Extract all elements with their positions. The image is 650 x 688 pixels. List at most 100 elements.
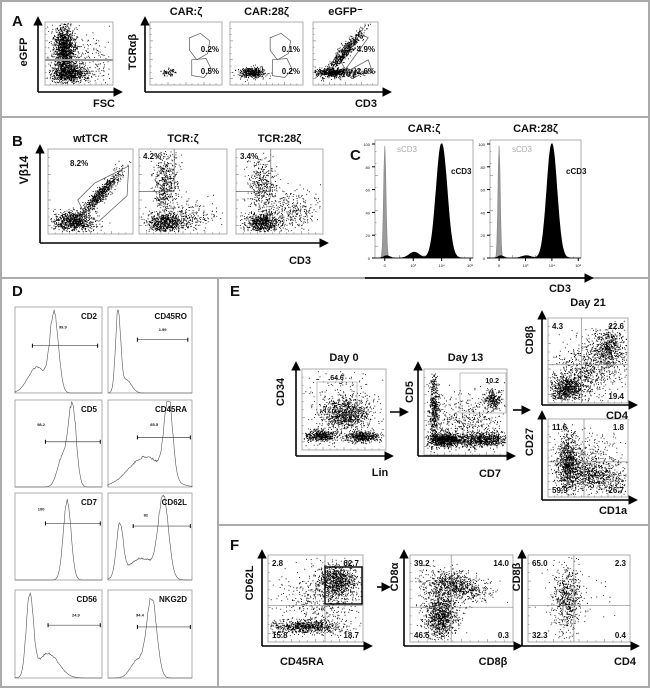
legend-label-ccd3: cCD3 xyxy=(566,167,587,176)
axis-ticks xyxy=(230,28,298,85)
y-tick-label: 80 xyxy=(366,165,371,170)
gate-value: 10.2 xyxy=(485,378,499,385)
y-tick-label: 0 xyxy=(483,256,486,261)
quadrant-value-ll: 59.9 xyxy=(552,486,568,495)
gate-percentage: 0.2% xyxy=(282,67,300,76)
marker-label: CD45RA xyxy=(155,405,187,414)
event-cluster xyxy=(550,372,592,402)
quadrant-value-lr: 18.7 xyxy=(343,631,359,640)
gate-value: 64.6 xyxy=(330,375,344,382)
gate-lower xyxy=(271,58,293,78)
quadrant-value-lr: 19.4 xyxy=(608,392,624,401)
plot-title: Day 0 xyxy=(329,352,358,364)
event-cluster xyxy=(583,324,627,378)
plot-vb14-cd3 xyxy=(47,148,134,235)
gate-percentage: 8.2% xyxy=(70,159,88,168)
histogram-frame xyxy=(14,306,103,394)
event-cluster xyxy=(303,426,348,446)
axis-ticks xyxy=(424,377,501,455)
plot-title: CAR:ζ xyxy=(170,6,203,18)
gate-value: 82 xyxy=(144,512,149,517)
plot-tcrab-cd3 xyxy=(149,21,223,86)
y-axis-label: CD27 xyxy=(524,428,536,456)
x-tick-label: 0 xyxy=(498,263,501,268)
histogram-frame xyxy=(107,589,193,679)
panel-letter: A xyxy=(12,13,23,30)
marker-label: NKG2D xyxy=(159,595,187,604)
gate-rect xyxy=(316,381,358,415)
plot-title: CAR:28ζ xyxy=(513,123,558,135)
event-cluster xyxy=(46,23,81,84)
x-axis-label: CD1a xyxy=(599,505,628,517)
marker-label: CD62L xyxy=(162,498,187,507)
histogram-frame xyxy=(14,492,103,581)
panel-letter: D xyxy=(12,283,23,300)
y-axis-label: Vβ14 xyxy=(17,155,31,184)
quadrant-value-ll: 46.5 xyxy=(414,631,430,640)
plot-title: Day 21 xyxy=(570,297,605,309)
x-tick-label: 10⁵ xyxy=(575,263,581,268)
gate-value: 1.99 xyxy=(159,327,168,332)
gate-value: 100 xyxy=(38,506,45,511)
plot-title: eGFP⁻ xyxy=(328,6,363,18)
axis-ticks xyxy=(268,563,356,642)
plot-quadrant xyxy=(409,554,514,643)
event-cluster xyxy=(240,152,285,233)
y-axis-label: eGFP xyxy=(18,38,30,67)
plot-tcrab-cd3 xyxy=(229,21,304,86)
event-cluster xyxy=(46,60,103,84)
x-axis-label: Lin xyxy=(372,467,389,479)
gate-upper xyxy=(189,32,211,61)
axis-ticks xyxy=(302,376,380,450)
marker-label: CD7 xyxy=(81,498,98,507)
histogram-curve xyxy=(15,401,102,488)
panel-letter: C xyxy=(350,147,361,164)
marker-label: CD2 xyxy=(81,312,98,321)
x-axis-label: CD8β xyxy=(479,656,508,668)
x-axis-label: CD3 xyxy=(549,283,571,295)
quadrant-value-lr: 26.7 xyxy=(608,486,624,495)
x-axis-label: FSC xyxy=(93,98,115,110)
event-cluster xyxy=(314,65,376,81)
marker-label: CD45RO xyxy=(155,312,187,321)
x-axis-label: CD3 xyxy=(355,98,377,110)
quadrant-value-ul: 11.6 xyxy=(552,423,568,432)
event-cluster xyxy=(299,557,362,611)
axis-ticks xyxy=(150,28,217,85)
quadrant-value-ul: 65.0 xyxy=(532,559,548,568)
y-tick-label: 0 xyxy=(368,256,371,261)
quadrant-value-ur: 14.0 xyxy=(493,559,509,568)
event-cluster xyxy=(270,617,362,636)
plot-title: TCR:28ζ xyxy=(258,133,302,145)
axis-ticks xyxy=(410,563,505,642)
axis-ticks xyxy=(48,157,127,234)
y-tick-label: 100 xyxy=(363,142,370,147)
quadrant-value-ur: 22.6 xyxy=(608,322,624,331)
event-cluster xyxy=(425,382,506,453)
axis-ticks xyxy=(548,426,622,497)
histogram-ccd3 xyxy=(490,143,581,259)
y-tick-label: 40 xyxy=(481,210,486,215)
gate-percentage: 3.4% xyxy=(240,152,258,161)
histogram-curve xyxy=(15,499,102,581)
gate-percentage: 0.5% xyxy=(201,67,219,76)
marker-label: CD5 xyxy=(81,405,98,414)
event-cluster xyxy=(50,207,111,233)
marker-label: CD56 xyxy=(77,595,98,604)
gate-value: 98.2 xyxy=(37,422,46,427)
y-axis-label: CD5 xyxy=(404,381,416,403)
histogram-frame xyxy=(14,399,103,488)
axis-ticks xyxy=(313,28,373,85)
gate-lower xyxy=(191,58,212,78)
event-cluster xyxy=(417,564,508,608)
event-cluster xyxy=(308,391,384,441)
panel-letter: B xyxy=(12,133,23,150)
event-cluster xyxy=(426,373,444,453)
gate-rect xyxy=(459,372,507,414)
histogram-curve xyxy=(107,309,192,394)
gate-percentage: 0.1% xyxy=(282,45,300,54)
plot-cd3-histogram xyxy=(374,139,474,259)
quadrant-value-lr: 0.4 xyxy=(615,631,627,640)
